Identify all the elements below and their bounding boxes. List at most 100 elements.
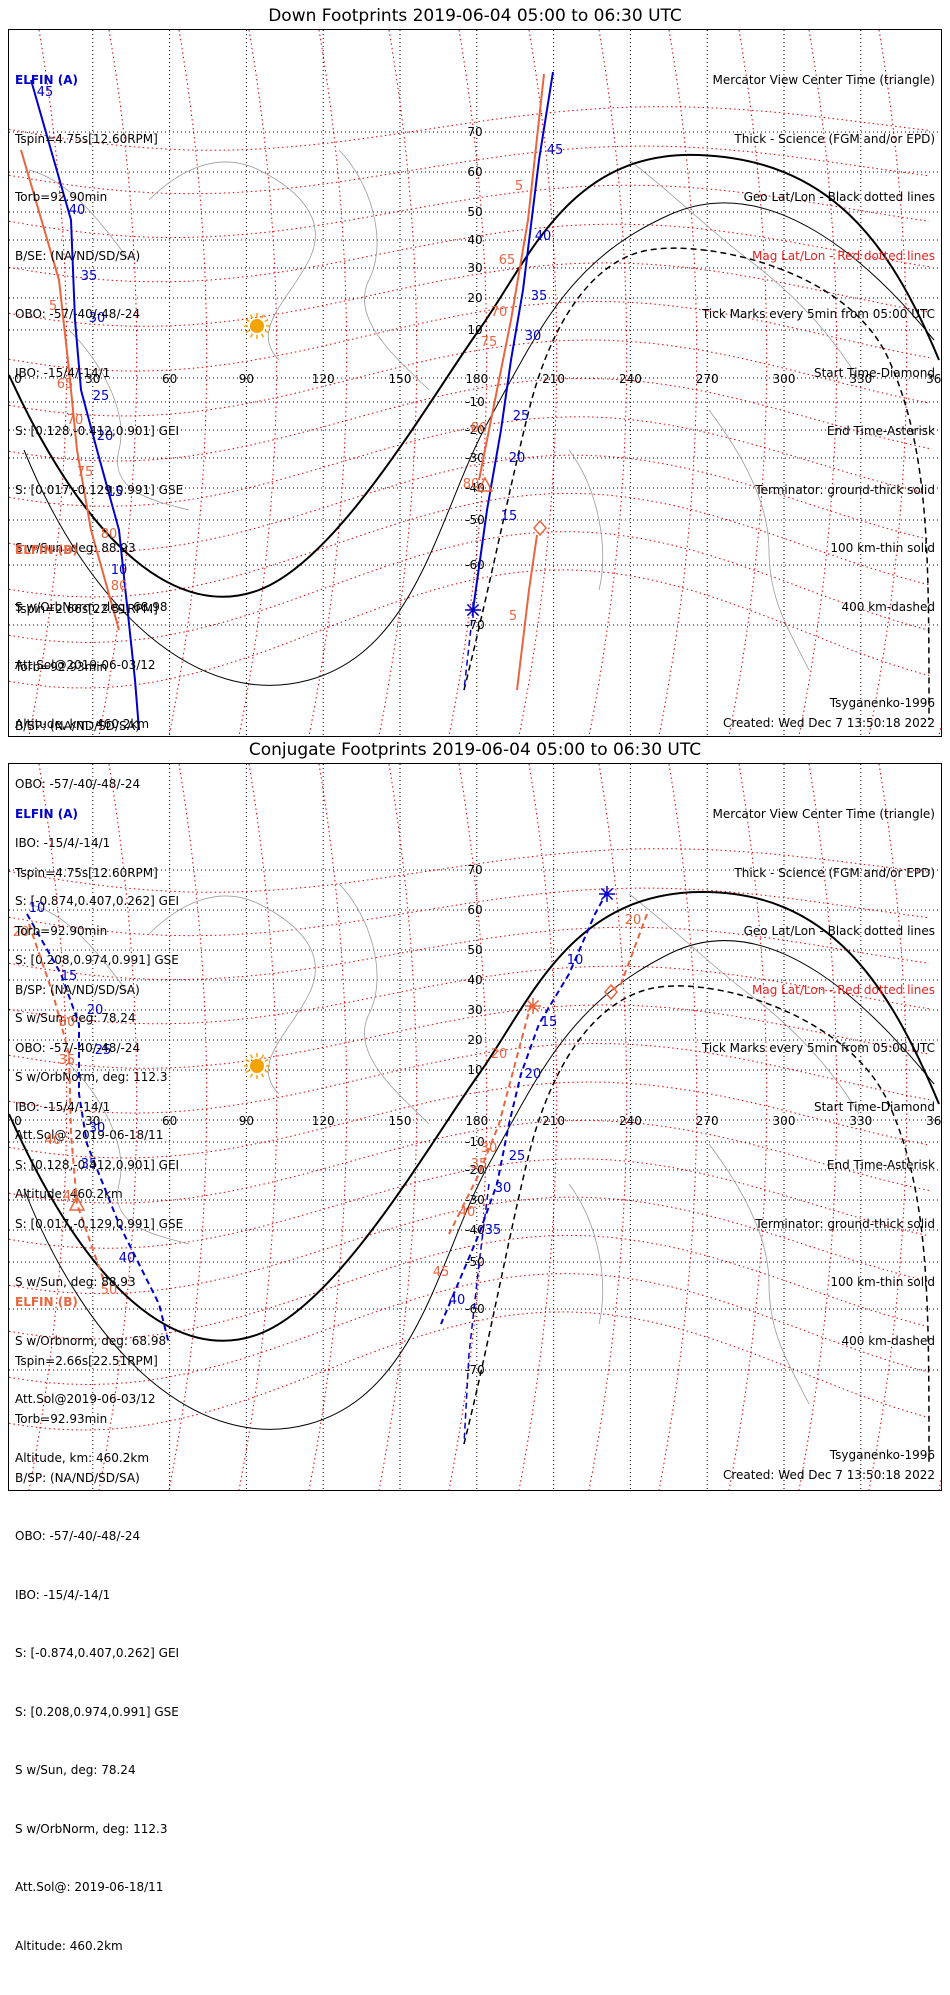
lon-tick-label: 240 — [619, 1114, 642, 1128]
lat-tick-label: 10 — [467, 323, 482, 337]
sun-ray — [260, 314, 265, 319]
track-tick-label: 40 — [449, 1293, 466, 1308]
info-line: S w/Sun, deg: 88.93 — [15, 541, 136, 555]
mag-lat-line — [9, 1119, 930, 1204]
lon-tick-label: 30 — [85, 1114, 100, 1128]
coastline — [568, 1183, 604, 1325]
lat-tick-label: 70 — [467, 863, 482, 877]
elfin-b-info: ELFIN (B) Tspin=2.66s[22.51RPM] Torb=92.… — [15, 502, 179, 1243]
track-tick-label: 80 — [111, 579, 128, 594]
track-tick-label: 45 — [433, 1265, 450, 1280]
lon-tick-label: 150 — [389, 1114, 412, 1128]
mag-lat-line — [9, 569, 930, 689]
legend-line: Terminator: ground-thick solid — [755, 482, 935, 497]
lon-tick-label: 120 — [312, 372, 335, 386]
track-elfin-a — [463, 1183, 490, 1445]
track-tick-label: 40 — [45, 1133, 62, 1148]
elfin-a-info: ELFIN (A) Tspin=4.75s[12.60RPM] Torb=92.… — [15, 32, 183, 773]
mag-lon-line — [588, 30, 628, 736]
terminator-400km — [463, 985, 930, 1465]
elfin-a-label: ELFIN (A) — [15, 807, 78, 821]
sun-disc — [250, 1059, 264, 1073]
track-tick-label: 20 — [509, 451, 526, 466]
info-line: Torb=92.90min — [15, 924, 108, 938]
track-tick-label: 35 — [471, 1157, 488, 1172]
info-line: S w/OrbNorm, deg: 68.98 — [15, 599, 168, 614]
coastline — [568, 449, 604, 591]
track-tick-label: 30 — [89, 311, 106, 326]
track-tick-label: 10 — [111, 563, 128, 578]
legend-line: Start Time-Diamond — [813, 1099, 935, 1114]
info-line: Att.Sol@: 2019-06-18/11 — [15, 1880, 164, 1894]
track-tick-label: 5 — [515, 179, 523, 194]
elfin-b-label: ELFIN (B) — [15, 543, 78, 557]
legend-line: 100 km-thin solid — [830, 541, 935, 555]
lon-tick-label: 90 — [239, 372, 254, 386]
mag-lat-line — [9, 1234, 930, 1340]
info-line: Altitude: 460.2km — [15, 1938, 123, 1953]
track-tick-label: 10 — [29, 901, 46, 916]
mag-lat-line — [9, 531, 930, 644]
sun-ray — [249, 333, 254, 338]
center-triangle-marker — [476, 476, 494, 492]
mag-lat-line — [9, 300, 930, 372]
mag-lat-line — [9, 1273, 930, 1386]
lat-tick-label: 40 — [467, 973, 482, 987]
info-line: S w/Sun, deg: 88.93 — [15, 1275, 136, 1289]
lon-tick-label: 60 — [162, 372, 177, 386]
lon-tick-label: 330 — [849, 1114, 872, 1128]
mag-lon-line — [728, 30, 768, 736]
mag-lat-line — [9, 223, 930, 283]
track-tick-label: 40 — [459, 1205, 476, 1220]
lon-tick-label: 210 — [542, 1114, 565, 1128]
lon-tick-label: 210 — [542, 372, 565, 386]
lon-tick-label: 150 — [389, 372, 412, 386]
mag-lon-line — [28, 30, 68, 736]
track-elfin-b — [608, 913, 648, 993]
track-tick-label: 40 — [119, 1251, 136, 1266]
lon-tick-label: 0 — [14, 372, 22, 386]
legend-line: Geo Lat/Lon - Black dotted lines — [743, 924, 935, 938]
lat-tick-label: 30 — [467, 261, 482, 275]
sun-ray — [264, 329, 269, 334]
model-name: Tsyganenko-1996 — [829, 1448, 935, 1462]
legend-line: End Time-Asterisk — [826, 424, 935, 438]
coastline — [338, 149, 430, 391]
mag-lon-line — [98, 764, 138, 1490]
legend-line: Terminator: ground-thick solid — [755, 1216, 935, 1231]
map-canvas: 0 30 60 90 120 150 180 210 240 270 300 330 360 70 60 50… — [9, 30, 941, 736]
track-tick-label: 35 — [531, 289, 548, 304]
lat-tick-label: 60 — [467, 165, 482, 179]
created-stamp: Created: Wed Dec 7 13:50:18 2022 — [722, 1467, 935, 1482]
track-elfin-a — [440, 891, 608, 1325]
info-line: S: [0.128,-0.412,0.901] GEI — [15, 1158, 180, 1172]
asterisk-stroke — [600, 887, 614, 901]
info-line: Att.Sol@: 2019-06-18/11 — [15, 1128, 164, 1142]
info-line: S w/Sun, deg: 78.24 — [15, 1011, 136, 1025]
track-tick-label: 30 — [89, 1121, 106, 1136]
info-line: Att.Sol@2019-06-03/12 — [15, 1392, 156, 1406]
track-tick-label: 80 — [463, 477, 480, 492]
track-tick-label: 15 — [501, 509, 518, 524]
mag-lon-line — [308, 764, 348, 1490]
terminator-100km — [23, 202, 935, 686]
sun-ray — [245, 329, 250, 334]
info-line: S: [0.017,-0.129,0.991] GSE — [15, 1216, 184, 1231]
info-line: OBO: -57/-40/-48/-24 — [15, 1529, 141, 1543]
mag-lon-line — [448, 30, 488, 736]
track-tick-label: 45 — [37, 85, 54, 100]
start-diamond-marker — [533, 519, 547, 537]
mag-lon-line — [98, 30, 138, 736]
track-tick-label: 35 — [59, 1053, 76, 1068]
lat-tick-label: 10 — [467, 1063, 482, 1077]
track-elfin-b — [28, 923, 106, 1285]
sun-ray — [249, 1073, 254, 1078]
mag-lat-line — [9, 1158, 930, 1249]
asterisk-stroke — [526, 999, 540, 1013]
legend-line: Mercator View Center Time (triangle) — [712, 73, 935, 87]
mag-lon-line — [168, 30, 208, 736]
asterisk-stroke — [466, 603, 480, 617]
legend: Mercator View Center Time (triangle) Thi… — [702, 766, 935, 1390]
info-line: S w/Sun, deg: 78.24 — [15, 1763, 136, 1777]
elfin-b-info: ELFIN (B) Tspin=2.66s[22.51RPM] Torb=92.… — [15, 1254, 179, 1995]
